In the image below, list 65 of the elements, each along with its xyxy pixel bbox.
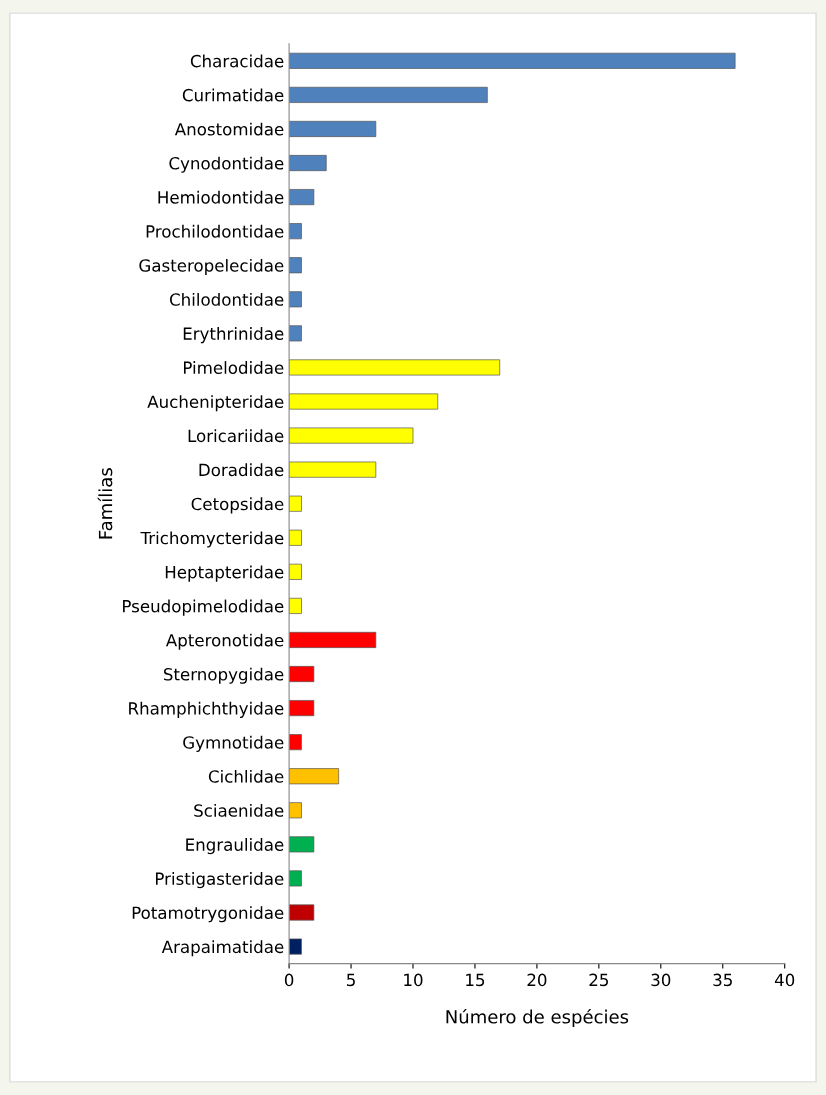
y-tick-label: Chilodontidae (169, 292, 284, 306)
x-tick-label: 30 (651, 973, 671, 987)
y-tick-label: Erythrinidae (183, 327, 284, 344)
bar (289, 700, 315, 717)
bar (289, 734, 302, 751)
x-tick-label: 15 (466, 973, 485, 987)
y-tick-label: Apteronotidae (165, 633, 284, 650)
bar (289, 86, 488, 103)
y-tick-label: Hemiodontidae (158, 190, 284, 204)
y-tick-label: Pristigasteridae (155, 872, 284, 889)
bar (289, 597, 302, 614)
bar (289, 563, 302, 580)
bar (289, 461, 377, 478)
bar (289, 768, 340, 785)
x-tick-label: 10 (404, 973, 423, 987)
bar (289, 223, 302, 240)
bar (289, 870, 302, 887)
bar (289, 189, 315, 206)
y-tick-label: Trichomycteridae (140, 531, 284, 548)
y-tick-label: Heptapteridae (165, 565, 284, 582)
bar (289, 155, 327, 172)
y-tick-label: Potamotrygonidae (132, 906, 284, 923)
bar (289, 359, 501, 376)
bar (289, 666, 315, 683)
y-tick-label: Curimatidae (182, 88, 284, 102)
bar (289, 529, 302, 546)
y-tick-label: Auchenipteridae (147, 395, 284, 412)
bar (289, 938, 302, 955)
bar (289, 52, 736, 69)
x-tick-label: 20 (527, 973, 547, 987)
y-tick-label: Sternopygidae (163, 667, 284, 684)
y-tick-label: Sciaenidae (194, 803, 284, 817)
y-tick-label: Gymnotidae (183, 735, 284, 752)
x-axis-title: Número de espécies (446, 1008, 629, 1028)
y-tick-label: Pimelodidae (183, 361, 284, 374)
y-tick-label: Rhamphichthyidae (129, 701, 284, 718)
y-tick-label: Gasteropelecidae (139, 258, 284, 276)
y-tick-label: Cichlidae (208, 769, 284, 783)
bar (289, 257, 302, 274)
x-tick-label: 25 (589, 973, 608, 987)
bar (289, 120, 377, 137)
y-tick-label: Doradidae (199, 463, 284, 477)
y-tick-label: Cetopsidae (191, 497, 284, 514)
y-tick-label: Prochilodontidae (146, 224, 284, 238)
bar (289, 291, 302, 308)
y-tick-label: Cynodontidae (169, 156, 284, 173)
y-tick-label: Anostomidae (174, 122, 284, 136)
x-tick-label: 5 (347, 973, 355, 987)
bar (289, 631, 377, 648)
bar (289, 325, 302, 342)
y-tick-label: Arapaimatidae (161, 940, 284, 957)
bar (289, 427, 414, 444)
y-tick-label: Pseudopimelodidae (123, 599, 284, 616)
y-axis-title: Famílias (97, 468, 113, 539)
x-tick-label: 0 (284, 973, 294, 987)
x-tick-label: 35 (713, 973, 732, 987)
y-tick-label: Engraulidae (186, 838, 284, 855)
bar (289, 495, 302, 512)
bar (289, 836, 315, 853)
bar (289, 802, 302, 819)
bar (289, 904, 315, 921)
bar (289, 393, 439, 410)
y-tick-label: Characidae (190, 54, 284, 68)
y-tick-label: Loricariidae (188, 429, 284, 443)
x-tick-label: 40 (774, 973, 795, 987)
